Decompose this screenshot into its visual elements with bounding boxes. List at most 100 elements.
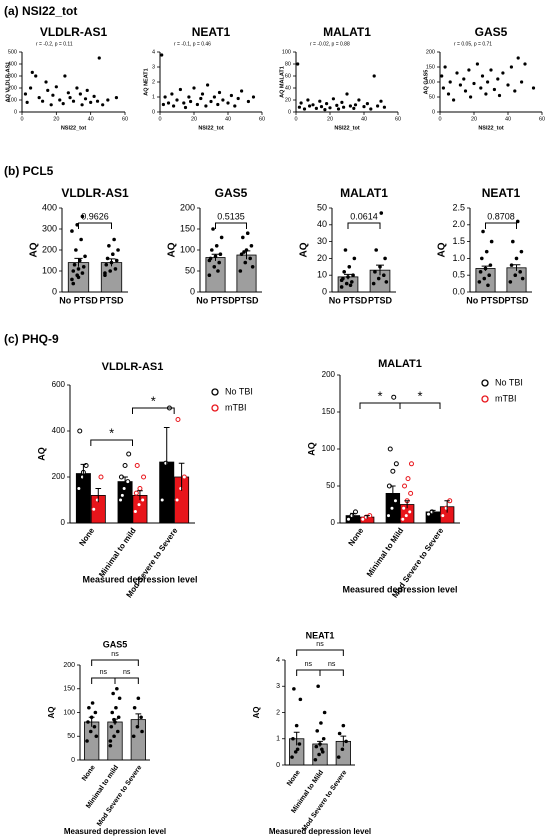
x-tick-label: None bbox=[81, 764, 97, 782]
y-tick-label: 2 bbox=[152, 79, 155, 85]
point bbox=[462, 77, 466, 81]
point bbox=[116, 715, 121, 720]
y-tick-label: 3 bbox=[276, 683, 280, 690]
x-tick-label: 20 bbox=[327, 116, 333, 122]
chart-title: VLDLR-AS1 bbox=[61, 186, 129, 200]
x-axis-label: NSI22_tot bbox=[334, 125, 360, 131]
x-axis-label: NSI22_tot bbox=[198, 125, 224, 131]
point bbox=[226, 101, 230, 105]
point bbox=[132, 705, 137, 710]
point bbox=[204, 104, 208, 108]
point bbox=[384, 280, 389, 284]
y-axis-label: AQ bbox=[252, 707, 261, 719]
point bbox=[66, 91, 70, 95]
chart-title: MALAT1 bbox=[340, 186, 388, 200]
point bbox=[81, 265, 86, 269]
point bbox=[241, 235, 245, 240]
point bbox=[134, 463, 140, 468]
point bbox=[86, 720, 90, 724]
error-bar bbox=[317, 740, 323, 747]
legend-label: mTBI bbox=[495, 393, 517, 403]
annotation: ns bbox=[100, 669, 108, 676]
y-tick-label: 50 bbox=[317, 202, 327, 212]
point bbox=[376, 276, 381, 281]
point bbox=[115, 729, 120, 734]
point bbox=[469, 95, 473, 99]
point bbox=[382, 105, 386, 109]
point bbox=[109, 724, 114, 729]
point bbox=[78, 92, 82, 96]
bracket bbox=[114, 677, 139, 684]
bar bbox=[100, 262, 123, 293]
error-bar bbox=[293, 731, 300, 746]
point bbox=[95, 99, 100, 103]
point bbox=[141, 474, 147, 480]
error-bar bbox=[350, 512, 356, 518]
point bbox=[440, 513, 446, 519]
point bbox=[373, 270, 377, 274]
y-tick-label: 0 bbox=[190, 286, 195, 296]
point bbox=[90, 701, 95, 705]
y-tick-label: 20 bbox=[317, 253, 327, 263]
point bbox=[71, 99, 76, 103]
point bbox=[371, 281, 376, 286]
point bbox=[302, 107, 307, 111]
x-tick-label: 60 bbox=[259, 116, 265, 122]
panel-heading: (c) PHQ-9 bbox=[4, 332, 59, 346]
point bbox=[383, 256, 387, 261]
point bbox=[513, 89, 517, 93]
x-tick-label: Minimal to Mild bbox=[365, 526, 406, 579]
point bbox=[58, 98, 62, 102]
point bbox=[83, 254, 87, 259]
point bbox=[214, 244, 219, 248]
x-tick-label: 60 bbox=[539, 116, 545, 122]
point bbox=[323, 108, 327, 112]
point bbox=[37, 96, 41, 100]
bracket bbox=[485, 222, 517, 229]
chart-title: GAS5 bbox=[475, 25, 508, 39]
point bbox=[531, 86, 536, 90]
chart-subtitle: r = 0.05, p = 0.71 bbox=[454, 41, 492, 47]
point bbox=[386, 513, 392, 519]
point bbox=[487, 273, 491, 278]
annotation: ns bbox=[328, 661, 336, 668]
point bbox=[101, 103, 105, 107]
panel-heading: (b) PCL5 bbox=[4, 164, 54, 178]
point bbox=[108, 739, 113, 743]
y-tick-label: 100 bbox=[8, 97, 17, 103]
y-tick-label: 40 bbox=[317, 219, 327, 229]
point bbox=[446, 92, 451, 96]
point bbox=[486, 283, 490, 288]
point bbox=[110, 710, 115, 715]
point bbox=[315, 729, 320, 733]
point bbox=[518, 270, 522, 274]
bracket bbox=[132, 407, 175, 414]
y-tick-label: 100 bbox=[63, 709, 75, 716]
point bbox=[113, 267, 118, 271]
point bbox=[343, 248, 348, 252]
point bbox=[393, 461, 399, 467]
point bbox=[80, 214, 85, 219]
point bbox=[118, 497, 124, 503]
point bbox=[246, 99, 250, 104]
annotation: * bbox=[417, 388, 422, 403]
point bbox=[318, 99, 322, 103]
point bbox=[178, 87, 182, 92]
point bbox=[54, 85, 58, 89]
x-tick-label: 0 bbox=[294, 116, 297, 122]
point bbox=[119, 492, 125, 498]
point bbox=[295, 747, 300, 752]
y-tick-label: 30 bbox=[317, 236, 327, 246]
point bbox=[362, 105, 366, 109]
point bbox=[233, 104, 237, 108]
bracket bbox=[399, 402, 441, 409]
x-tick-label: 40 bbox=[225, 116, 231, 122]
error-bar bbox=[404, 500, 410, 509]
point bbox=[199, 96, 203, 101]
y-tick-label: 3 bbox=[152, 64, 155, 70]
point bbox=[85, 739, 89, 743]
point bbox=[293, 750, 298, 754]
point bbox=[80, 103, 84, 107]
point bbox=[349, 513, 355, 519]
y-tick-label: 4 bbox=[276, 657, 280, 664]
